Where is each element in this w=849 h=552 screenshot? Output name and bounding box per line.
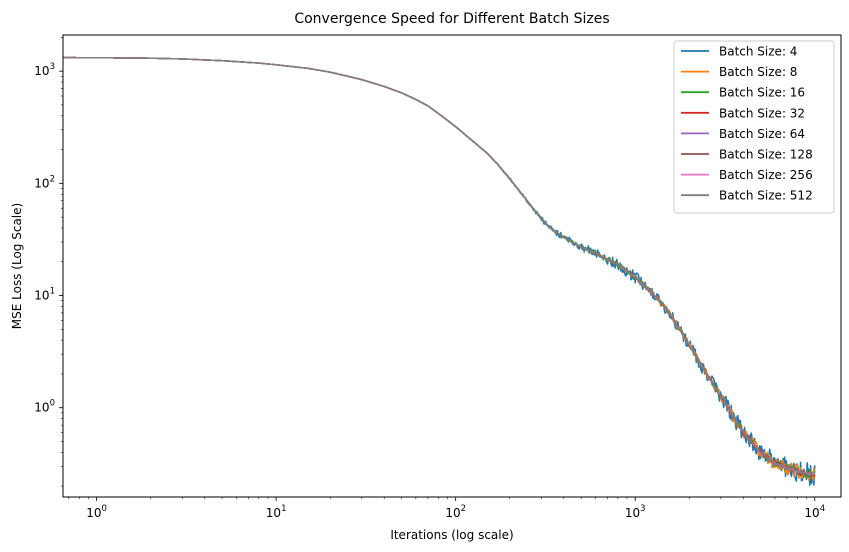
chart-title: Convergence Speed for Different Batch Si…	[294, 11, 609, 27]
x-tick-label: 102	[445, 504, 466, 520]
y-axis: 100 101 102 103	[34, 37, 63, 487]
legend-label: Batch Size: 8	[719, 65, 797, 79]
legend-label: Batch Size: 256	[719, 168, 813, 182]
x-tick-label: 100	[86, 504, 107, 520]
legend-label: Batch Size: 32	[719, 106, 805, 120]
x-tick-label: 103	[625, 504, 646, 520]
legend-label: Batch Size: 4	[719, 45, 797, 59]
y-axis-label: MSE Loss (Log Scale)	[10, 203, 24, 329]
y-tick-label: 102	[34, 174, 55, 190]
legend-label: Batch Size: 64	[719, 127, 805, 141]
x-axis: 100 101 102 103 104	[68, 497, 825, 520]
legend-label: Batch Size: 512	[719, 189, 813, 203]
x-tick-label: 104	[804, 504, 825, 520]
series-line-8	[63, 56, 816, 476]
series-layer	[63, 56, 816, 487]
plot-frame	[62, 34, 842, 498]
y-tick-label: 103	[34, 62, 55, 78]
legend-box	[673, 40, 835, 214]
legend-label: Batch Size: 128	[719, 148, 813, 162]
x-tick-label: 101	[266, 504, 287, 520]
legend-label: Batch Size: 16	[719, 86, 805, 100]
y-tick-label: 100	[34, 399, 55, 415]
x-axis-label: Iterations (log scale)	[390, 528, 513, 542]
y-tick-label: 101	[34, 287, 55, 303]
legend: Batch Size: 4 Batch Size: 8 Batch Size: 16…	[673, 40, 835, 214]
